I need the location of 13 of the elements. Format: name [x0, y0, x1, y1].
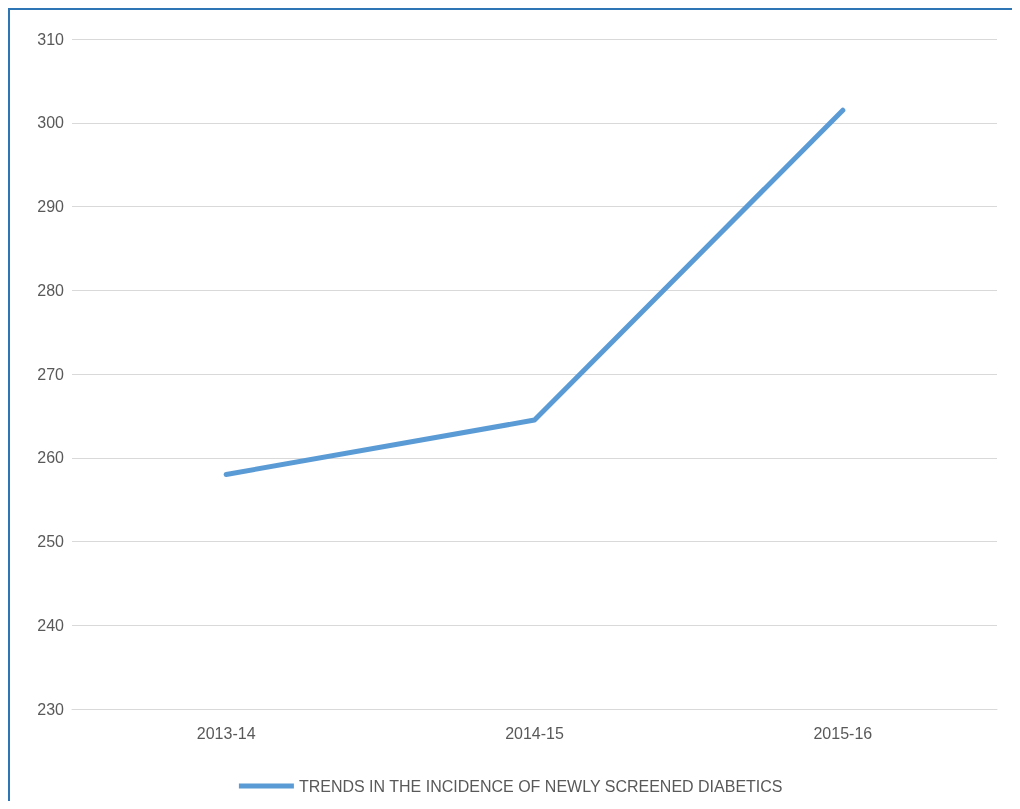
x-tick-label: 2014-15 — [505, 724, 564, 742]
y-tick-label: 260 — [37, 449, 65, 467]
y-tick-label: 310 — [37, 30, 65, 48]
y-tick-label: 290 — [37, 198, 65, 215]
y-tick-label: 240 — [37, 616, 65, 634]
y-tick-label: 280 — [37, 281, 65, 299]
legend-label: TRENDS IN THE INCIDENCE OF NEWLY SCREENED DIABETICS — [298, 777, 783, 795]
y-tick-label: 230 — [37, 700, 65, 718]
x-tick-label: 2013-14 — [196, 724, 256, 742]
y-tick-label: 270 — [37, 365, 65, 383]
x-tick-label: 2015-16 — [813, 724, 873, 742]
y-tick-label: 250 — [37, 533, 65, 550]
y-tick-label: 300 — [37, 114, 65, 132]
